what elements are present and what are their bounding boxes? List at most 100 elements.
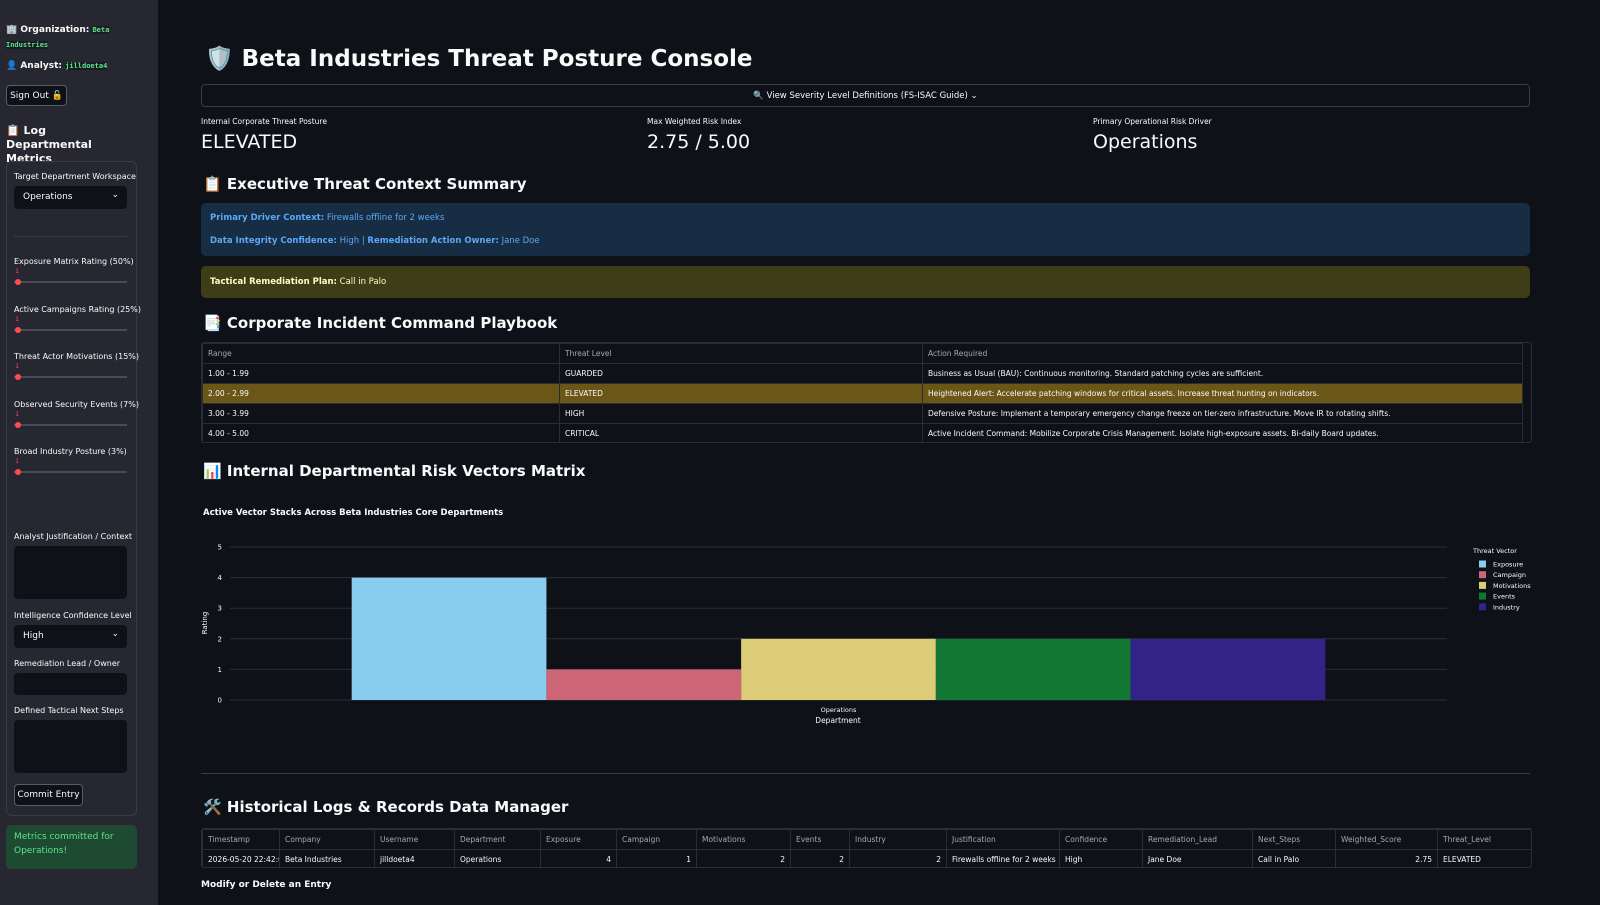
slider-thumb[interactable] [15,421,21,428]
slider-label: Exposure Matrix Rating (50%) [14,257,134,266]
table-cell: 1.00 - 1.99 [202,363,560,384]
column-header: Threat_Level [1437,829,1531,850]
y-axis-label: Rating [201,612,209,635]
legend-swatch [1479,581,1486,589]
table-cell: Operations [454,849,541,867]
bar [546,669,742,700]
table-cell: 2.75 [1335,849,1438,867]
table-cell: Active Incident Command: Mobilize Corpor… [922,423,1523,442]
next-steps-textarea[interactable] [14,720,127,773]
slider-label: Threat Actor Motivations (15%) [14,352,140,361]
table-cell: 2.00 - 2.99 [202,383,560,404]
justification-label: Analyst Justification / Context [14,532,132,541]
confidence-select[interactable]: High ⌄ [14,625,127,648]
slider-label: Observed Security Events (7%) [14,399,139,409]
slider-thumb[interactable] [15,374,21,380]
plan-line: Tactical Remediation Plan: Call in Palo [210,277,386,287]
justification-textarea[interactable] [14,546,127,599]
slider-track [14,281,127,283]
divider [201,773,1530,774]
column-header: Range [202,343,560,364]
metric-value: ELEVATED [201,131,298,153]
confidence-label: Intelligence Confidence Level [14,611,132,620]
column-header: Company [279,829,375,850]
column-header: Exposure [540,829,617,850]
table-cell: GUARDED [559,363,923,384]
slider-value: 1 [15,314,20,323]
table-cell: Beta Industries [279,849,375,867]
confidence-value: High [23,631,44,641]
chevron: ⌄ [111,190,119,200]
separator: | [361,236,365,246]
slider-track [14,328,127,331]
slider-thumb[interactable] [15,469,21,475]
table-cell: ELEVATED [1437,849,1531,867]
table-cell: 2 [790,849,850,867]
slider-track [14,376,127,378]
table-cell: High [1059,849,1143,867]
severity-expander[interactable]: 🔍 View Severity Level Definitions (FS-IS… [201,84,1530,107]
confidence-label: Data Integrity Confidence: [210,236,337,246]
slider-value: 1 [15,267,20,275]
table-row: 2.00 - 2.99 ELEVATED Heightened Alert: Acc… [202,383,1523,404]
sign-out-button[interactable]: Sign Out 🔓 [6,85,67,106]
column-header: Timestamp [202,829,280,850]
chart-title: Active Vector Stacks Across Beta Industr… [203,508,503,518]
bar [351,577,547,700]
next-steps-label: Defined Tactical Next Steps [14,706,124,715]
plan-value: Call in Palo [339,277,387,287]
analyst-value: jilldoeta4 [65,62,108,70]
department-select[interactable]: Operations ⌄ [14,186,127,209]
metric-value: 2.75 / 5.00 [647,131,751,153]
bar [1130,638,1326,700]
column-header: Next_Steps [1252,829,1336,850]
legend-label: Campaign [1493,571,1526,579]
confidence-value: High [339,236,360,246]
header-row: Range Threat Level Action Required [202,343,1523,364]
chevron: ⌄ [111,629,119,639]
driver-value: Firewalls offline for 2 weeks [326,213,445,223]
column-header: Motivations [696,829,791,850]
slider-track [14,471,127,473]
owner-input[interactable] [14,673,127,695]
bar [935,638,1131,700]
column-header: Department [454,829,541,850]
slider-track [14,423,127,426]
expander-label: 🔍 View Severity Level Definitions (FS-IS… [753,90,968,101]
slider-thumb[interactable] [15,326,21,333]
column-header: Action Required [922,343,1523,364]
department-value: Operations [23,192,73,202]
owner-label: Remediation Action Owner: [367,236,499,246]
sidebar: 🏢 Organization: Beta Industries 👤 Analys… [0,0,158,905]
slider-value: 1 [15,409,20,418]
metric-label: Primary Operational Risk Driver [1093,117,1212,126]
warning-alert: Tactical Remediation Plan: Call in Palo [201,266,1530,298]
slider-thumb[interactable] [15,279,21,285]
driver-label: Primary Driver Context: [210,213,325,223]
chart: Active Vector Stacks Across Beta Industr… [201,508,1531,725]
table-cell: Firewalls offline for 2 weeks [946,849,1060,867]
table-cell: 3.00 - 3.99 [202,403,560,424]
table-cell: 4 [540,849,617,867]
table-row: 1.00 - 1.99 GUARDED Business as Usual (BAU… [202,363,1523,384]
legend-label: Events [1493,593,1516,601]
driver-line: Primary Driver Context: Firewalls offlin… [210,213,444,223]
table-cell: 1 [616,849,697,867]
y-tick-label: 0 [218,697,222,705]
table-cell: CRITICAL [559,423,923,442]
department-label: Target Department Workspace [14,172,136,181]
commit-button[interactable]: Commit Entry [14,784,83,806]
slider-value: 1 [15,362,20,370]
x-tick-label: Operations [821,706,857,714]
slider-label: Active Campaigns Rating (25%) [14,304,141,314]
confidence-line: Data Integrity Confidence: High | Remedi… [210,236,540,246]
playbook-frame: Range Threat Level Action Required 1.00 - 1… [201,342,1532,443]
table-cell: HIGH [559,403,923,424]
table-cell: ELEVATED [559,383,923,404]
section-title: 📊 Internal Departmental Risk Vectors Mat… [203,462,586,480]
legend-label: Exposure [1493,561,1523,569]
column-header: Remediation_Lead [1142,829,1253,850]
legend-title: Threat Vector [1472,547,1517,555]
org-label: 🏢 Organization: [6,25,90,35]
